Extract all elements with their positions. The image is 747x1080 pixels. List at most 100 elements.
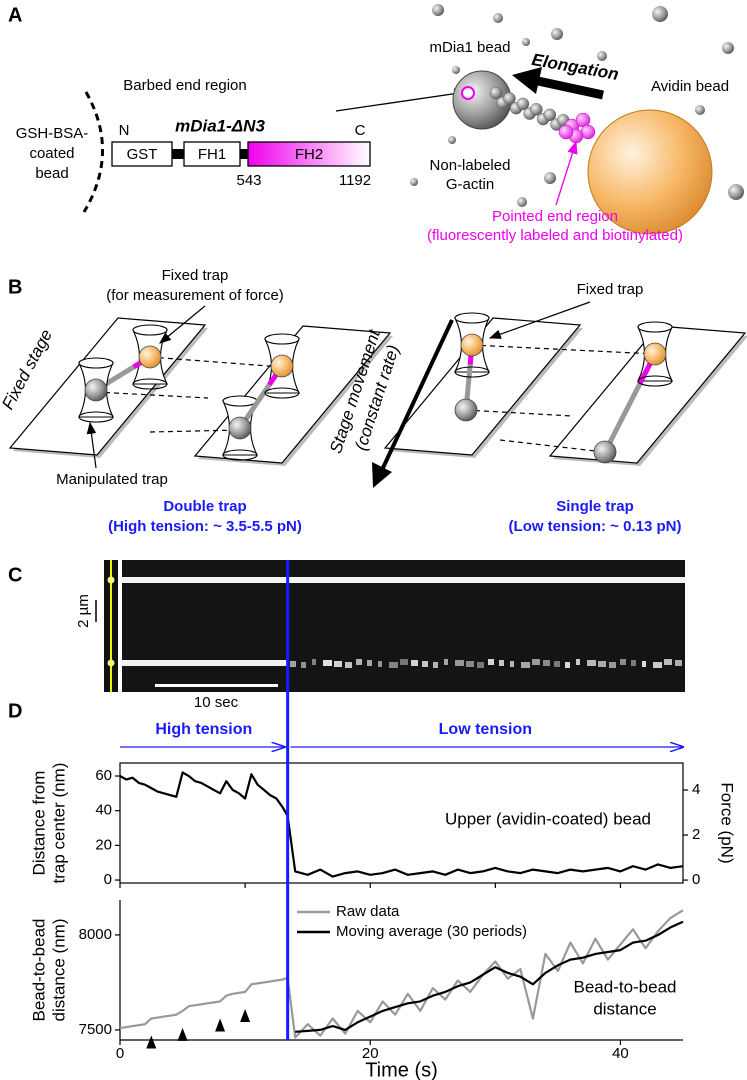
kymograph-fragment [422, 661, 428, 667]
g-actin [522, 38, 530, 46]
kymograph-fragment [477, 662, 484, 668]
kymograph-fragment [378, 661, 382, 667]
plot-frame [119, 762, 684, 884]
annotation: distance [593, 999, 656, 1018]
single-trap-label: Single trap [556, 498, 634, 515]
g-actin [551, 28, 563, 40]
residue-position: 1192 [339, 172, 371, 189]
bead-spot [107, 576, 115, 584]
space-scale-label: 2 µm [75, 594, 92, 628]
y-axis-label: Bead-to-bead [29, 918, 48, 1021]
coated-bead-label: GSH-BSA- [16, 125, 89, 142]
fixed-trap-label: Fixed trap [577, 281, 644, 298]
fixed-trap-label: Fixed trap [162, 267, 229, 284]
coated-bead-label: coated [29, 145, 74, 162]
step-marker [177, 1027, 188, 1041]
kymograph-fragment [466, 661, 474, 667]
kymograph-fragment [499, 660, 504, 666]
trap-rim [132, 378, 168, 390]
kymograph-fragment [631, 660, 636, 666]
kymograph-fragment [543, 660, 550, 666]
guide-line [149, 356, 283, 368]
g-actin [493, 13, 503, 23]
barbed-end-label: Barbed end region [123, 77, 246, 94]
g-actin [544, 172, 556, 184]
barbed-end [461, 86, 475, 100]
kymograph-fragment [510, 661, 514, 667]
y2-axis-label: Force (pN) [718, 782, 737, 863]
kymograph-fragment [411, 660, 418, 666]
y-axis-label: distance (nm) [49, 919, 68, 1022]
kymograph-fragment [444, 659, 448, 665]
trap-rim [222, 449, 258, 461]
kymograph-fragment [400, 659, 408, 665]
kymograph-fragment [554, 661, 560, 667]
annotation: Upper (avidin-coated) bead [445, 809, 651, 828]
single-trap-label: (Low tension: ~ 0.13 pN) [509, 518, 682, 535]
kymograph-fragment [488, 659, 494, 665]
actin-subunit [489, 86, 503, 100]
avidin-bead-label: Avidin bead [651, 78, 729, 95]
g-actin [432, 4, 444, 16]
trap-rim [132, 324, 168, 336]
trap-rim [454, 366, 490, 378]
guide-line [95, 391, 209, 399]
high-tension-label: High tension [155, 721, 252, 738]
annotation: Bead-to-bead [573, 977, 676, 996]
actin-subunit [516, 97, 530, 111]
g-actin [410, 178, 418, 186]
g-actin [597, 51, 607, 61]
y-tick-label: 7500 [79, 1021, 112, 1038]
legend-label: Raw data [336, 903, 400, 920]
kymograph-fragment [323, 660, 332, 666]
kymograph-fragments [290, 659, 682, 668]
g-actin-label: G-actin [446, 176, 494, 193]
trap-rim [454, 312, 490, 324]
g-actin [517, 197, 527, 207]
guide-line [149, 429, 241, 433]
trap-rim [637, 375, 673, 387]
low-tension-label: Low tension [439, 721, 532, 738]
y2-tick-label: 0 [692, 871, 700, 888]
pointer-arrow [86, 421, 97, 469]
legend-label: Moving average (30 periods) [336, 923, 527, 940]
y-tick-label: 40 [95, 802, 112, 819]
kymograph-fragment [455, 660, 464, 666]
trap-rim [222, 395, 258, 407]
fh1-domain [183, 141, 241, 167]
kymograph-fragment [675, 660, 682, 666]
kymograph-fragment [532, 659, 540, 665]
y-tick-label: 8000 [79, 926, 112, 943]
bead [84, 378, 108, 402]
n-terminus: N [119, 122, 130, 139]
coated-bead-edge [82, 91, 104, 213]
double-trap-label: Double trap [163, 498, 246, 515]
kymograph-fragment [290, 661, 296, 667]
step-marker [240, 1008, 251, 1022]
pointer-arrow [488, 301, 591, 339]
manipulated-trap-label: Manipulated trap [56, 471, 168, 488]
actin-subunit [503, 92, 516, 105]
kymograph-fragment [433, 662, 438, 668]
guide-line [471, 344, 656, 355]
bead [643, 342, 667, 366]
kymograph-fragment [576, 659, 580, 665]
actin-filament [461, 86, 596, 144]
trap-rim [78, 357, 114, 369]
g-actin [652, 6, 668, 22]
trap-rim [637, 321, 673, 333]
kymograph-fragment [334, 661, 342, 667]
kymograph-fragment [598, 661, 606, 667]
kymograph-fragment [565, 662, 570, 668]
bead [593, 440, 617, 464]
time-scale-label: 10 sec [194, 694, 239, 711]
residue-position: 543 [236, 172, 261, 189]
gst-domain [111, 141, 173, 167]
g-actin [452, 66, 460, 74]
y-tick-label: 0 [104, 871, 112, 888]
stage-arrowhead [372, 462, 392, 488]
x-tick-label: 0 [116, 1045, 124, 1062]
fixed-stage-label: Fixed stage [0, 326, 56, 413]
elongation-arrow [537, 76, 604, 100]
